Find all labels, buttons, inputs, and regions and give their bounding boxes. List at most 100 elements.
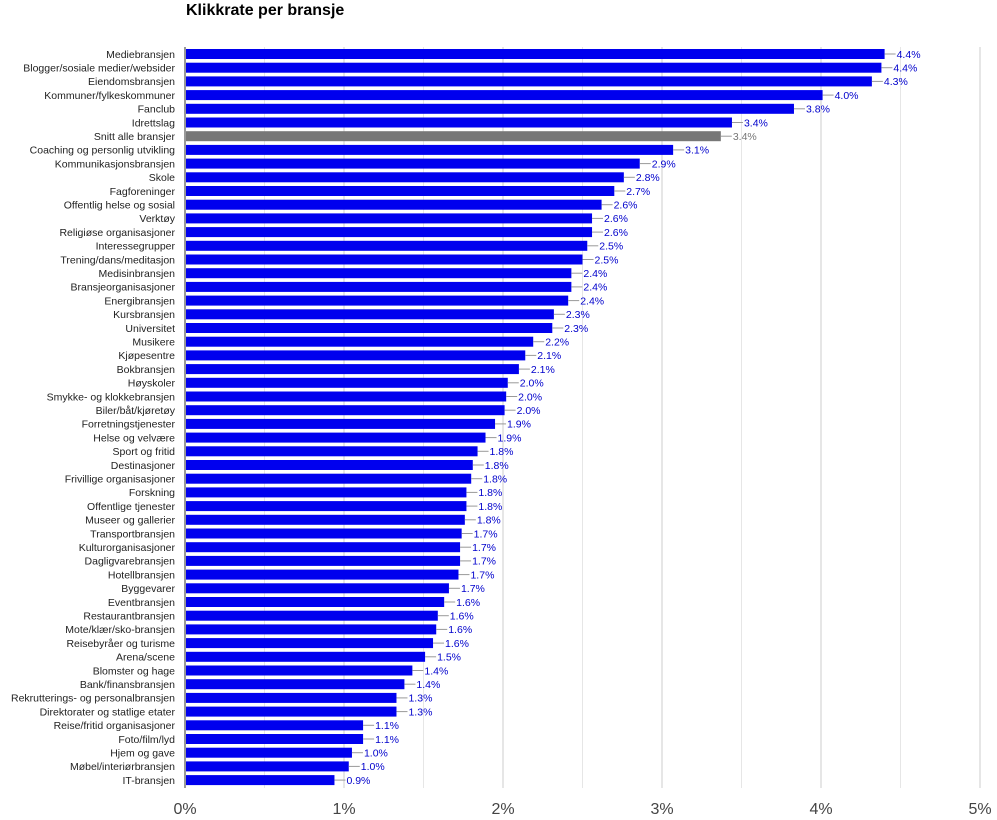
data-label: 1.7% (472, 542, 496, 554)
data-label: 2.9% (652, 158, 676, 170)
data-label: 1.4% (424, 665, 448, 677)
bar (186, 240, 588, 251)
data-label: 2.1% (537, 350, 561, 362)
bar (186, 514, 465, 525)
category-label: IT-bransjen (122, 775, 175, 787)
bar (186, 418, 496, 429)
category-label: Idrettslag (132, 117, 175, 129)
category-label: Offentlige tjenester (87, 501, 175, 513)
category-label: Religiøse organisasjoner (59, 227, 175, 239)
category-label: Snitt alle bransjer (94, 131, 176, 143)
bar (186, 199, 602, 210)
bar (186, 432, 486, 443)
data-label: 1.6% (445, 638, 469, 650)
bar (186, 665, 413, 676)
category-label: Direktorater og statlige etater (40, 706, 176, 718)
category-label: Forretningstjenester (82, 419, 176, 431)
data-label: 3.1% (685, 145, 709, 157)
bar (186, 158, 640, 169)
data-label: 2.3% (564, 323, 588, 335)
bar (186, 583, 449, 594)
category-label: Musikere (132, 337, 175, 349)
category-label: Transportbransjen (90, 528, 175, 540)
category-label: Forskning (129, 487, 175, 499)
category-label: Bank/finansbransjen (80, 679, 175, 691)
category-label: Trening/dans/meditasjon (60, 254, 175, 266)
data-label: 0.9% (346, 775, 370, 787)
data-label: 4.4% (893, 63, 917, 75)
category-label: Kursbransjen (113, 309, 175, 321)
category-label: Møbel/interiørbransjen (70, 761, 175, 773)
data-label: 1.6% (448, 624, 472, 636)
data-label: 1.7% (474, 528, 498, 540)
data-label: 1.6% (456, 597, 480, 609)
data-label: 1.0% (364, 748, 388, 760)
data-label: 1.9% (498, 432, 522, 444)
data-label: 1.1% (375, 720, 399, 732)
category-label: Sport og fritid (113, 446, 176, 458)
bar (186, 281, 572, 292)
category-label: Offentlig helse og sosial (64, 200, 175, 212)
bar (186, 638, 434, 649)
category-label: Foto/film/lyd (118, 734, 175, 746)
category-label: Mediebransjen (106, 49, 175, 61)
data-label: 1.5% (437, 652, 461, 664)
chart-title: Klikkrate per bransje (186, 2, 345, 19)
x-tick-label: 3% (650, 801, 673, 818)
bar (186, 364, 519, 375)
data-label: 3.4% (733, 131, 757, 143)
category-label: Medisinbransjen (99, 268, 176, 280)
data-label: 1.8% (478, 501, 502, 513)
data-label: 1.4% (416, 679, 440, 691)
bar (186, 49, 885, 59)
bar (186, 350, 526, 361)
bar (186, 706, 397, 717)
bar (186, 213, 593, 224)
bar (186, 747, 352, 758)
bar (186, 679, 405, 690)
category-label: Høyskoler (128, 378, 176, 390)
x-tick-label: 2% (491, 801, 514, 818)
bar (186, 734, 364, 744)
category-label: Fanclub (138, 104, 176, 116)
category-label: Reise/fritid organisasjoner (54, 720, 176, 732)
category-label: Interessegrupper (96, 241, 176, 253)
data-label: 1.1% (375, 734, 399, 746)
data-label: 2.0% (520, 378, 544, 390)
category-label: Hjem og gave (110, 748, 175, 760)
data-label: 2.1% (531, 364, 555, 376)
bar (186, 692, 397, 703)
data-label: 2.6% (614, 200, 638, 212)
bar (186, 597, 445, 607)
data-label: 2.5% (599, 241, 623, 253)
data-label: 2.7% (626, 186, 650, 198)
category-label: Helse og velvære (93, 432, 175, 444)
data-label: 4.4% (897, 49, 921, 61)
data-label: 4.0% (835, 90, 859, 102)
category-label: Restaurantbransjen (83, 611, 175, 623)
bar (186, 76, 872, 87)
data-label: 2.0% (517, 405, 541, 417)
bar (186, 391, 507, 402)
data-label: 3.4% (744, 117, 768, 129)
category-label: Blogger/sosiale medier/websider (23, 63, 175, 75)
bar (186, 473, 472, 484)
data-label: 2.8% (636, 172, 660, 184)
bar (186, 268, 572, 279)
bar (186, 377, 508, 388)
data-label: 2.0% (518, 391, 542, 403)
x-tick-label: 4% (809, 801, 832, 818)
bar (186, 172, 624, 183)
category-label: Coaching og personlig utvikling (30, 145, 175, 157)
bar (186, 720, 364, 731)
category-label: Smykke- og klokkebransjen (47, 391, 176, 403)
data-label: 1.7% (470, 569, 494, 581)
data-label: 2.6% (604, 213, 628, 225)
bar (186, 487, 467, 498)
bar (186, 295, 569, 306)
bar (186, 761, 349, 772)
bar (186, 309, 554, 320)
x-tick-label: 0% (173, 801, 196, 818)
data-label: 1.8% (483, 474, 507, 486)
data-label: 1.7% (461, 583, 485, 595)
